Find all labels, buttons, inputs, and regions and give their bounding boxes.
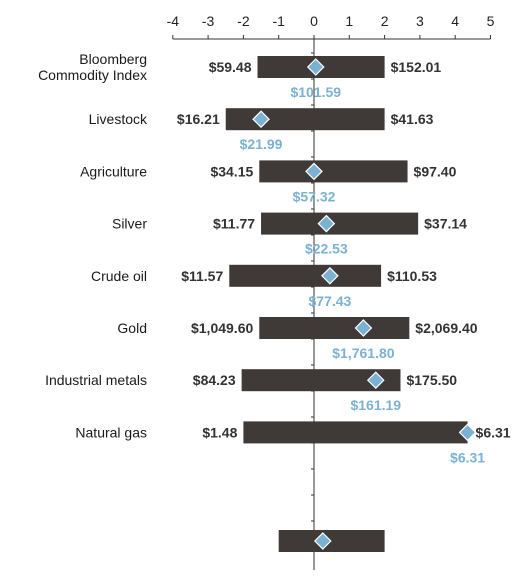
range-bar: [243, 421, 468, 444]
high-value-label: $175.50: [406, 372, 457, 388]
range-bar: [229, 264, 382, 287]
current-value-label: $6.31: [450, 449, 485, 465]
current-value-label: $161.19: [350, 397, 401, 413]
current-value-label: $101.59: [290, 84, 341, 100]
high-value-label: $152.01: [391, 59, 442, 75]
low-value-label: $1,049.60: [191, 320, 253, 336]
current-value-label: $22.53: [305, 241, 348, 257]
high-value-label: $2,069.40: [415, 320, 477, 336]
current-value-marker: [305, 162, 323, 181]
category-label: Livestock: [89, 111, 148, 127]
high-value-label: $110.53: [387, 268, 437, 284]
current-value-label: $57.32: [293, 188, 336, 204]
x-tick-label: 5: [487, 13, 495, 29]
range-bar: [261, 212, 419, 235]
high-value-label: $41.63: [391, 111, 434, 127]
low-value-label: $59.48: [209, 59, 252, 75]
range-row: Agriculture $34.15 $97.40 $57.32: [80, 160, 457, 204]
category-label: Bloomberg: [79, 51, 147, 67]
low-value-label: $11.77: [213, 216, 255, 232]
current-value-label: $1,761.80: [332, 345, 394, 361]
range-bar: [225, 108, 385, 131]
current-value-marker: [458, 423, 477, 442]
current-value-marker: [321, 266, 339, 285]
current-value-marker: [306, 58, 325, 76]
range-bar: [259, 160, 408, 183]
current-value-marker: [354, 319, 373, 337]
range-row: Natural gas $1.48 $6.31 $6.31: [75, 421, 511, 465]
category-label: Gold: [117, 320, 147, 336]
x-tick-label: 3: [416, 13, 424, 29]
current-value-marker: [366, 371, 385, 390]
range-bar: [259, 317, 410, 339]
current-value-label: $77.43: [308, 293, 351, 309]
low-value-label: $11.57: [181, 268, 223, 284]
category-label: Crude oil: [91, 268, 147, 284]
current-value-marker: [317, 214, 336, 233]
low-value-label: $84.23: [193, 372, 236, 388]
x-tick-label: -1: [272, 13, 285, 29]
category-label: Natural gas: [75, 424, 147, 440]
low-value-label: $34.15: [210, 163, 253, 179]
range-row: Silver $11.77 $37.14 $22.53: [112, 212, 467, 257]
axis-layer: -4 -3 -2 -1 0 1 2 3 4 5: [167, 13, 495, 570]
current-value-marker: [252, 110, 270, 129]
x-tick-label: -2: [237, 13, 250, 29]
x-tick-label: 0: [310, 13, 318, 29]
range-row: Industrial metals $84.23 $175.50 $161.19: [45, 369, 457, 413]
high-value-label: $6.31: [476, 424, 511, 440]
current-value-label: $21.99: [240, 136, 283, 152]
category-label: Agriculture: [80, 163, 147, 179]
legend-layer: [278, 530, 385, 552]
x-tick-label: 4: [451, 13, 459, 29]
low-value-label: $1.48: [202, 424, 237, 440]
range-row: Crude oil $11.57 $110.53 $77.43: [91, 264, 437, 309]
category-label: Industrial metals: [45, 372, 147, 388]
category-label: Silver: [112, 216, 147, 232]
range-row: Livestock $16.21 $41.63 $21.99: [89, 108, 434, 152]
category-label: Commodity Index: [38, 67, 147, 83]
x-tick-label: 1: [345, 13, 353, 29]
x-tick-label: 2: [381, 13, 389, 29]
x-tick-label: -4: [167, 13, 180, 29]
high-value-label: $97.40: [414, 163, 457, 179]
high-value-label: $37.14: [424, 216, 467, 232]
low-value-label: $16.21: [177, 111, 220, 127]
x-tick-label: -3: [202, 13, 215, 29]
range-bar: [241, 369, 401, 392]
legend-current-marker: [313, 532, 332, 550]
range-row: Gold $1,049.60 $2,069.40 $1,761.80: [117, 317, 478, 361]
